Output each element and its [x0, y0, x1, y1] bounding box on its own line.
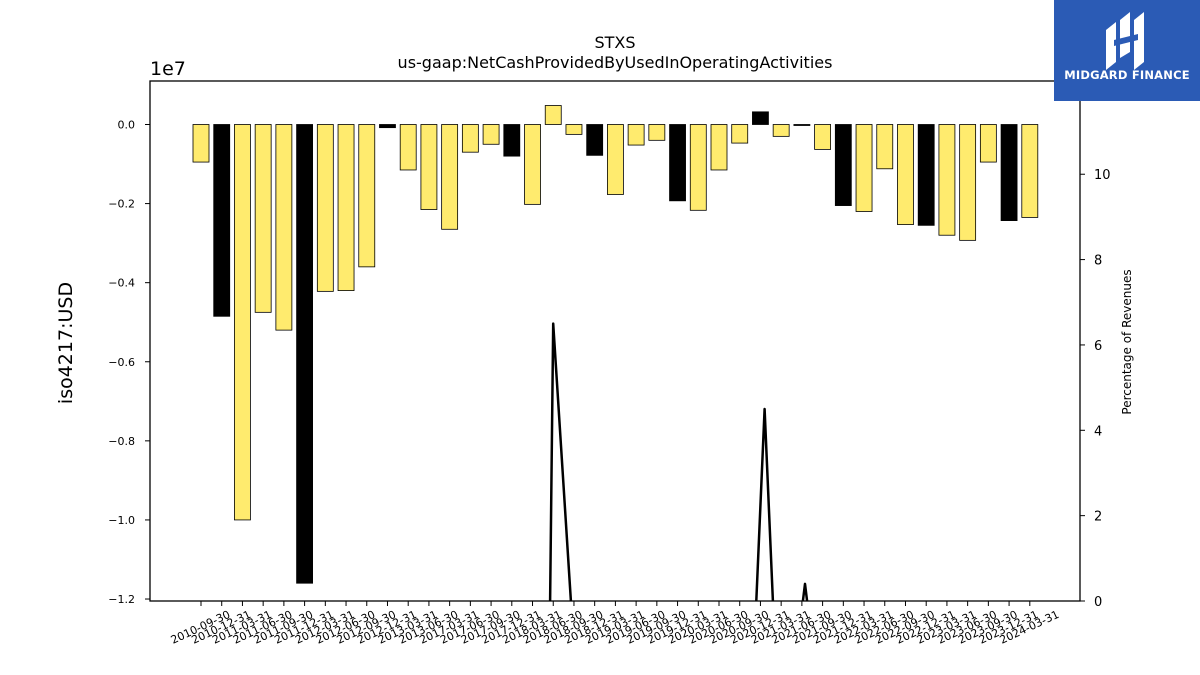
y-right-tick-label: 8: [1094, 254, 1102, 269]
y-right-tick-label: 6: [1094, 339, 1102, 354]
bar: [337, 124, 355, 291]
logo-mark-icon: [1106, 12, 1144, 70]
bar: [793, 124, 811, 126]
bar: [855, 124, 873, 212]
bar: [627, 124, 645, 146]
y-axis-label: iso4217:USD: [55, 282, 77, 404]
line-layer: [548, 322, 809, 602]
bar: [275, 124, 293, 331]
chart-subtitle: us-gaap:NetCashProvidedByUsedInOperating…: [398, 53, 833, 72]
bar: [420, 124, 438, 210]
logo: MIDGARD FINANCE: [1054, 0, 1200, 101]
bar: [731, 124, 749, 144]
y-ticks-left: 0.0 −0.2 −0.4 −0.6 −0.8 −1.0 −1.2: [108, 118, 150, 606]
y-tick-label: 0.0: [118, 118, 136, 131]
bar: [834, 124, 852, 206]
bar: [607, 124, 624, 195]
chart-title: STXS: [594, 33, 635, 52]
bar: [213, 124, 231, 317]
logo-text: MIDGARD FINANCE: [1064, 68, 1190, 82]
bar: [482, 124, 500, 145]
bar: [399, 124, 417, 171]
bar: [296, 124, 314, 584]
y-axis-right-label: Percentage of Revenues: [1120, 269, 1134, 414]
bar: [441, 124, 459, 230]
line-series-spike: [548, 322, 573, 602]
bar: [254, 124, 272, 313]
y-tick-label: −0.6: [108, 356, 135, 369]
bar: [503, 124, 521, 157]
bar: [710, 124, 728, 171]
bar: [814, 124, 831, 150]
bar: [938, 124, 956, 236]
y-right-tick-label: 10: [1094, 168, 1111, 183]
bar: [524, 124, 541, 205]
bar: [917, 124, 935, 226]
bars-layer: [192, 105, 1039, 584]
y-right-tick-label: 0: [1094, 595, 1102, 610]
bar: [648, 124, 666, 141]
bar: [876, 124, 894, 170]
bar: [316, 124, 334, 292]
bar: [544, 105, 562, 125]
y-tick-label: −0.2: [108, 198, 135, 211]
y-tick-label: −0.4: [108, 277, 135, 290]
y-right-tick-label: 2: [1094, 510, 1102, 525]
bar: [689, 124, 707, 211]
bar: [192, 124, 210, 163]
bar: [234, 124, 251, 521]
bar: [586, 124, 604, 156]
y-tick-label: −1.0: [108, 514, 135, 527]
y-tick-label: −1.2: [108, 593, 135, 606]
y-tick-label: −0.8: [108, 435, 135, 448]
bar: [959, 124, 977, 241]
line-series-spike: [755, 407, 775, 602]
plot-frame: [149, 80, 1081, 602]
bar: [1000, 124, 1018, 221]
y-right-tick-label: 4: [1094, 424, 1102, 439]
y-offset-label: 1e7: [150, 58, 186, 80]
bar: [772, 124, 790, 137]
bar: [669, 124, 686, 202]
x-ticks: 2010-09-302010-12-312011-03-312011-06-30…: [169, 601, 1061, 647]
bar: [379, 124, 396, 129]
bar: [1021, 124, 1039, 218]
bar: [461, 124, 479, 153]
y-ticks-right: 0 2 4 6 8 10: [1080, 168, 1111, 610]
bar: [752, 111, 769, 125]
line-series-spike: [801, 582, 809, 602]
bar: [897, 124, 914, 225]
bar: [565, 124, 583, 135]
bar: [358, 124, 376, 268]
bar: [979, 124, 997, 163]
